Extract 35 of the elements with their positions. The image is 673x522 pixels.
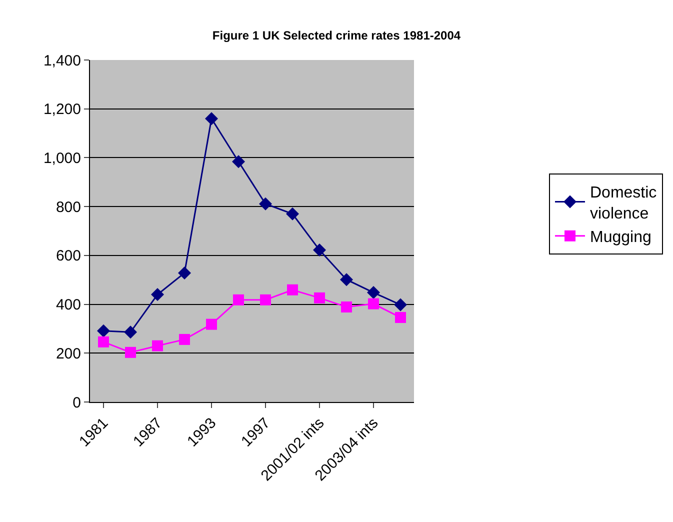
point xyxy=(233,294,244,306)
y-tick-label: 1,000 xyxy=(43,150,81,167)
point xyxy=(232,155,245,168)
point xyxy=(367,286,380,300)
y-tick-label: 1,400 xyxy=(43,52,81,70)
legend-label: Domestic violence xyxy=(590,184,657,222)
y-tick-label: 400 xyxy=(56,296,81,314)
point xyxy=(395,312,406,323)
point xyxy=(98,336,109,348)
point xyxy=(286,207,299,220)
point xyxy=(151,288,164,302)
point xyxy=(287,284,298,296)
point xyxy=(178,266,191,280)
point xyxy=(340,273,353,286)
point xyxy=(394,298,407,312)
y-tick-label: 1,200 xyxy=(43,101,81,118)
y-tick-label: 600 xyxy=(56,248,81,265)
point xyxy=(152,340,163,352)
point xyxy=(341,301,352,312)
legend-label: Mugging xyxy=(590,229,652,246)
point xyxy=(205,112,218,126)
y-tick-label: 800 xyxy=(56,198,81,216)
point xyxy=(260,294,271,306)
point xyxy=(125,346,136,358)
point xyxy=(97,324,110,338)
point xyxy=(259,197,272,210)
y-tick-label: 0 xyxy=(72,394,81,412)
y-tick-label: 200 xyxy=(56,345,81,362)
point xyxy=(313,244,326,257)
point xyxy=(179,334,190,345)
point xyxy=(124,326,137,339)
chart-title: Figure 1 UK Selected crime rates 1981-2004 xyxy=(212,28,461,43)
point xyxy=(314,292,325,304)
point xyxy=(368,298,379,310)
point xyxy=(206,318,217,330)
